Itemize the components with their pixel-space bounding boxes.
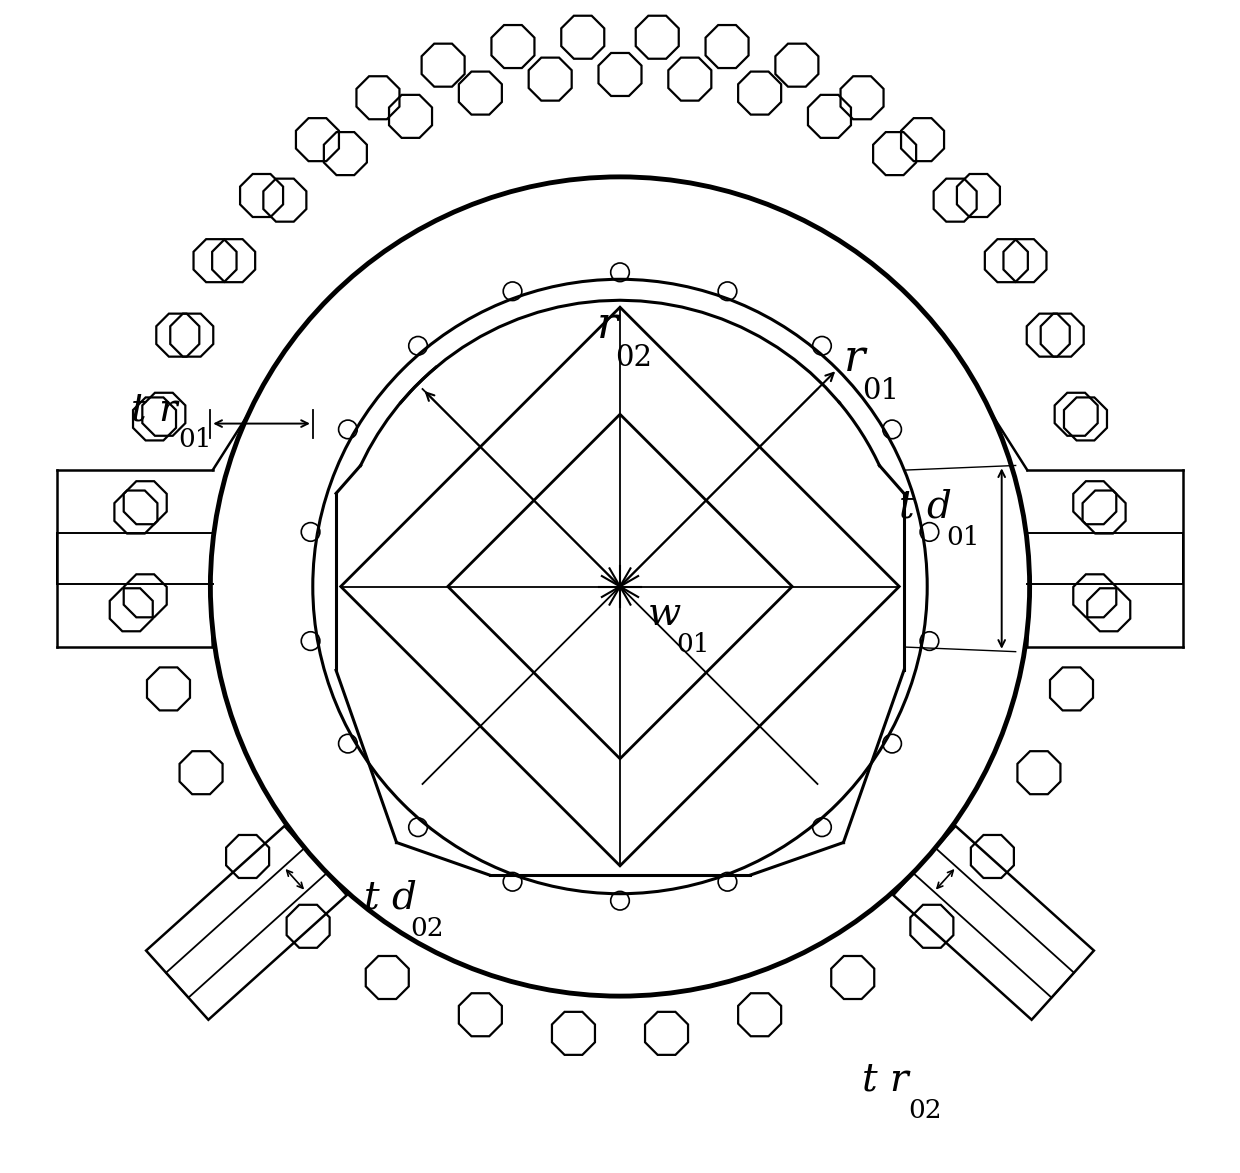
Text: t d: t d — [899, 489, 952, 526]
Text: r: r — [843, 337, 864, 380]
Text: 01: 01 — [177, 427, 211, 453]
Text: r: r — [596, 304, 618, 347]
Text: t r: t r — [131, 391, 177, 428]
Text: t r: t r — [862, 1062, 909, 1098]
Text: 01: 01 — [676, 632, 709, 657]
Text: 01: 01 — [862, 377, 899, 405]
Text: t d: t d — [365, 880, 417, 917]
Text: 02: 02 — [410, 916, 444, 941]
Text: w: w — [649, 596, 681, 633]
Text: 01: 01 — [946, 526, 980, 550]
Text: 02: 02 — [615, 345, 652, 372]
Text: 02: 02 — [909, 1098, 942, 1123]
